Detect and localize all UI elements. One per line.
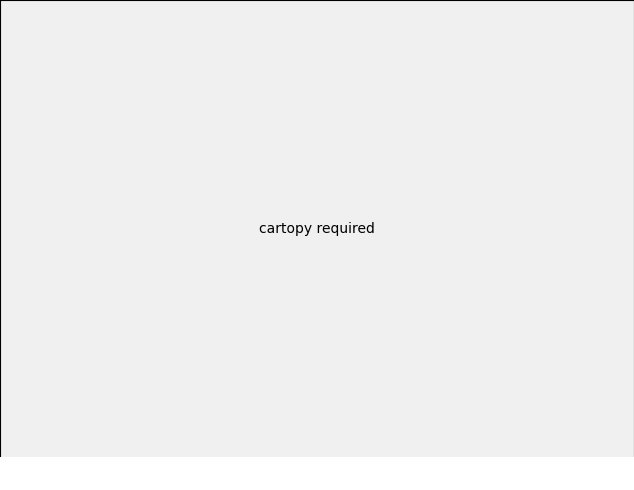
Text: 7: 7 bbox=[124, 476, 132, 489]
Text: 9: 9 bbox=[164, 476, 172, 489]
Text: 6: 6 bbox=[105, 476, 112, 489]
Text: Th 30-05-2024 06:00 UTC (18+60): Th 30-05-2024 06:00 UTC (18+60) bbox=[409, 460, 630, 473]
Text: ©weatheronline.co.uk: ©weatheronline.co.uk bbox=[512, 476, 630, 486]
Text: High wind areas [hPa] ECMWF: High wind areas [hPa] ECMWF bbox=[4, 460, 197, 473]
Text: 8: 8 bbox=[145, 476, 152, 489]
Text: Wind 10m: Wind 10m bbox=[4, 476, 61, 489]
Text: 11: 11 bbox=[201, 476, 215, 489]
Text: 12: 12 bbox=[221, 476, 235, 489]
Text: Bft: Bft bbox=[249, 476, 270, 489]
Text: 10: 10 bbox=[181, 476, 195, 489]
Text: cartopy required: cartopy required bbox=[259, 222, 375, 236]
